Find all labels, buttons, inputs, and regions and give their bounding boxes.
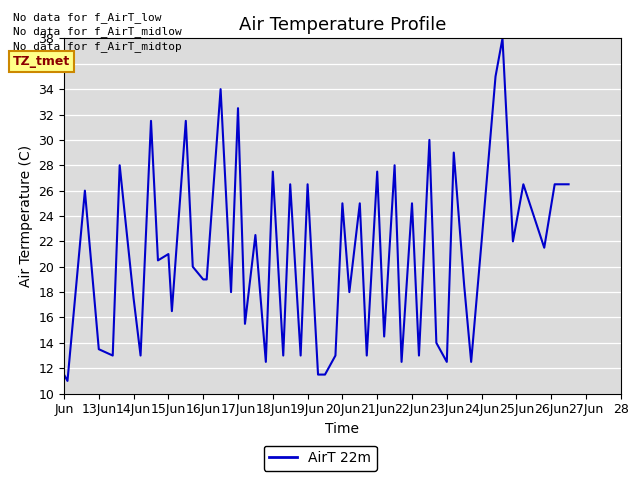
Text: No data for f_AirT_midlow: No data for f_AirT_midlow [13,26,182,37]
X-axis label: Time: Time [325,422,360,436]
Title: Air Temperature Profile: Air Temperature Profile [239,16,446,34]
Y-axis label: Air Termperature (C): Air Termperature (C) [19,145,33,287]
Text: No data for f_AirT_midtop: No data for f_AirT_midtop [13,41,182,52]
Text: TZ_tmet: TZ_tmet [13,55,70,68]
Text: No data for f_AirT_low: No data for f_AirT_low [13,12,161,23]
Legend: AirT 22m: AirT 22m [264,445,376,471]
